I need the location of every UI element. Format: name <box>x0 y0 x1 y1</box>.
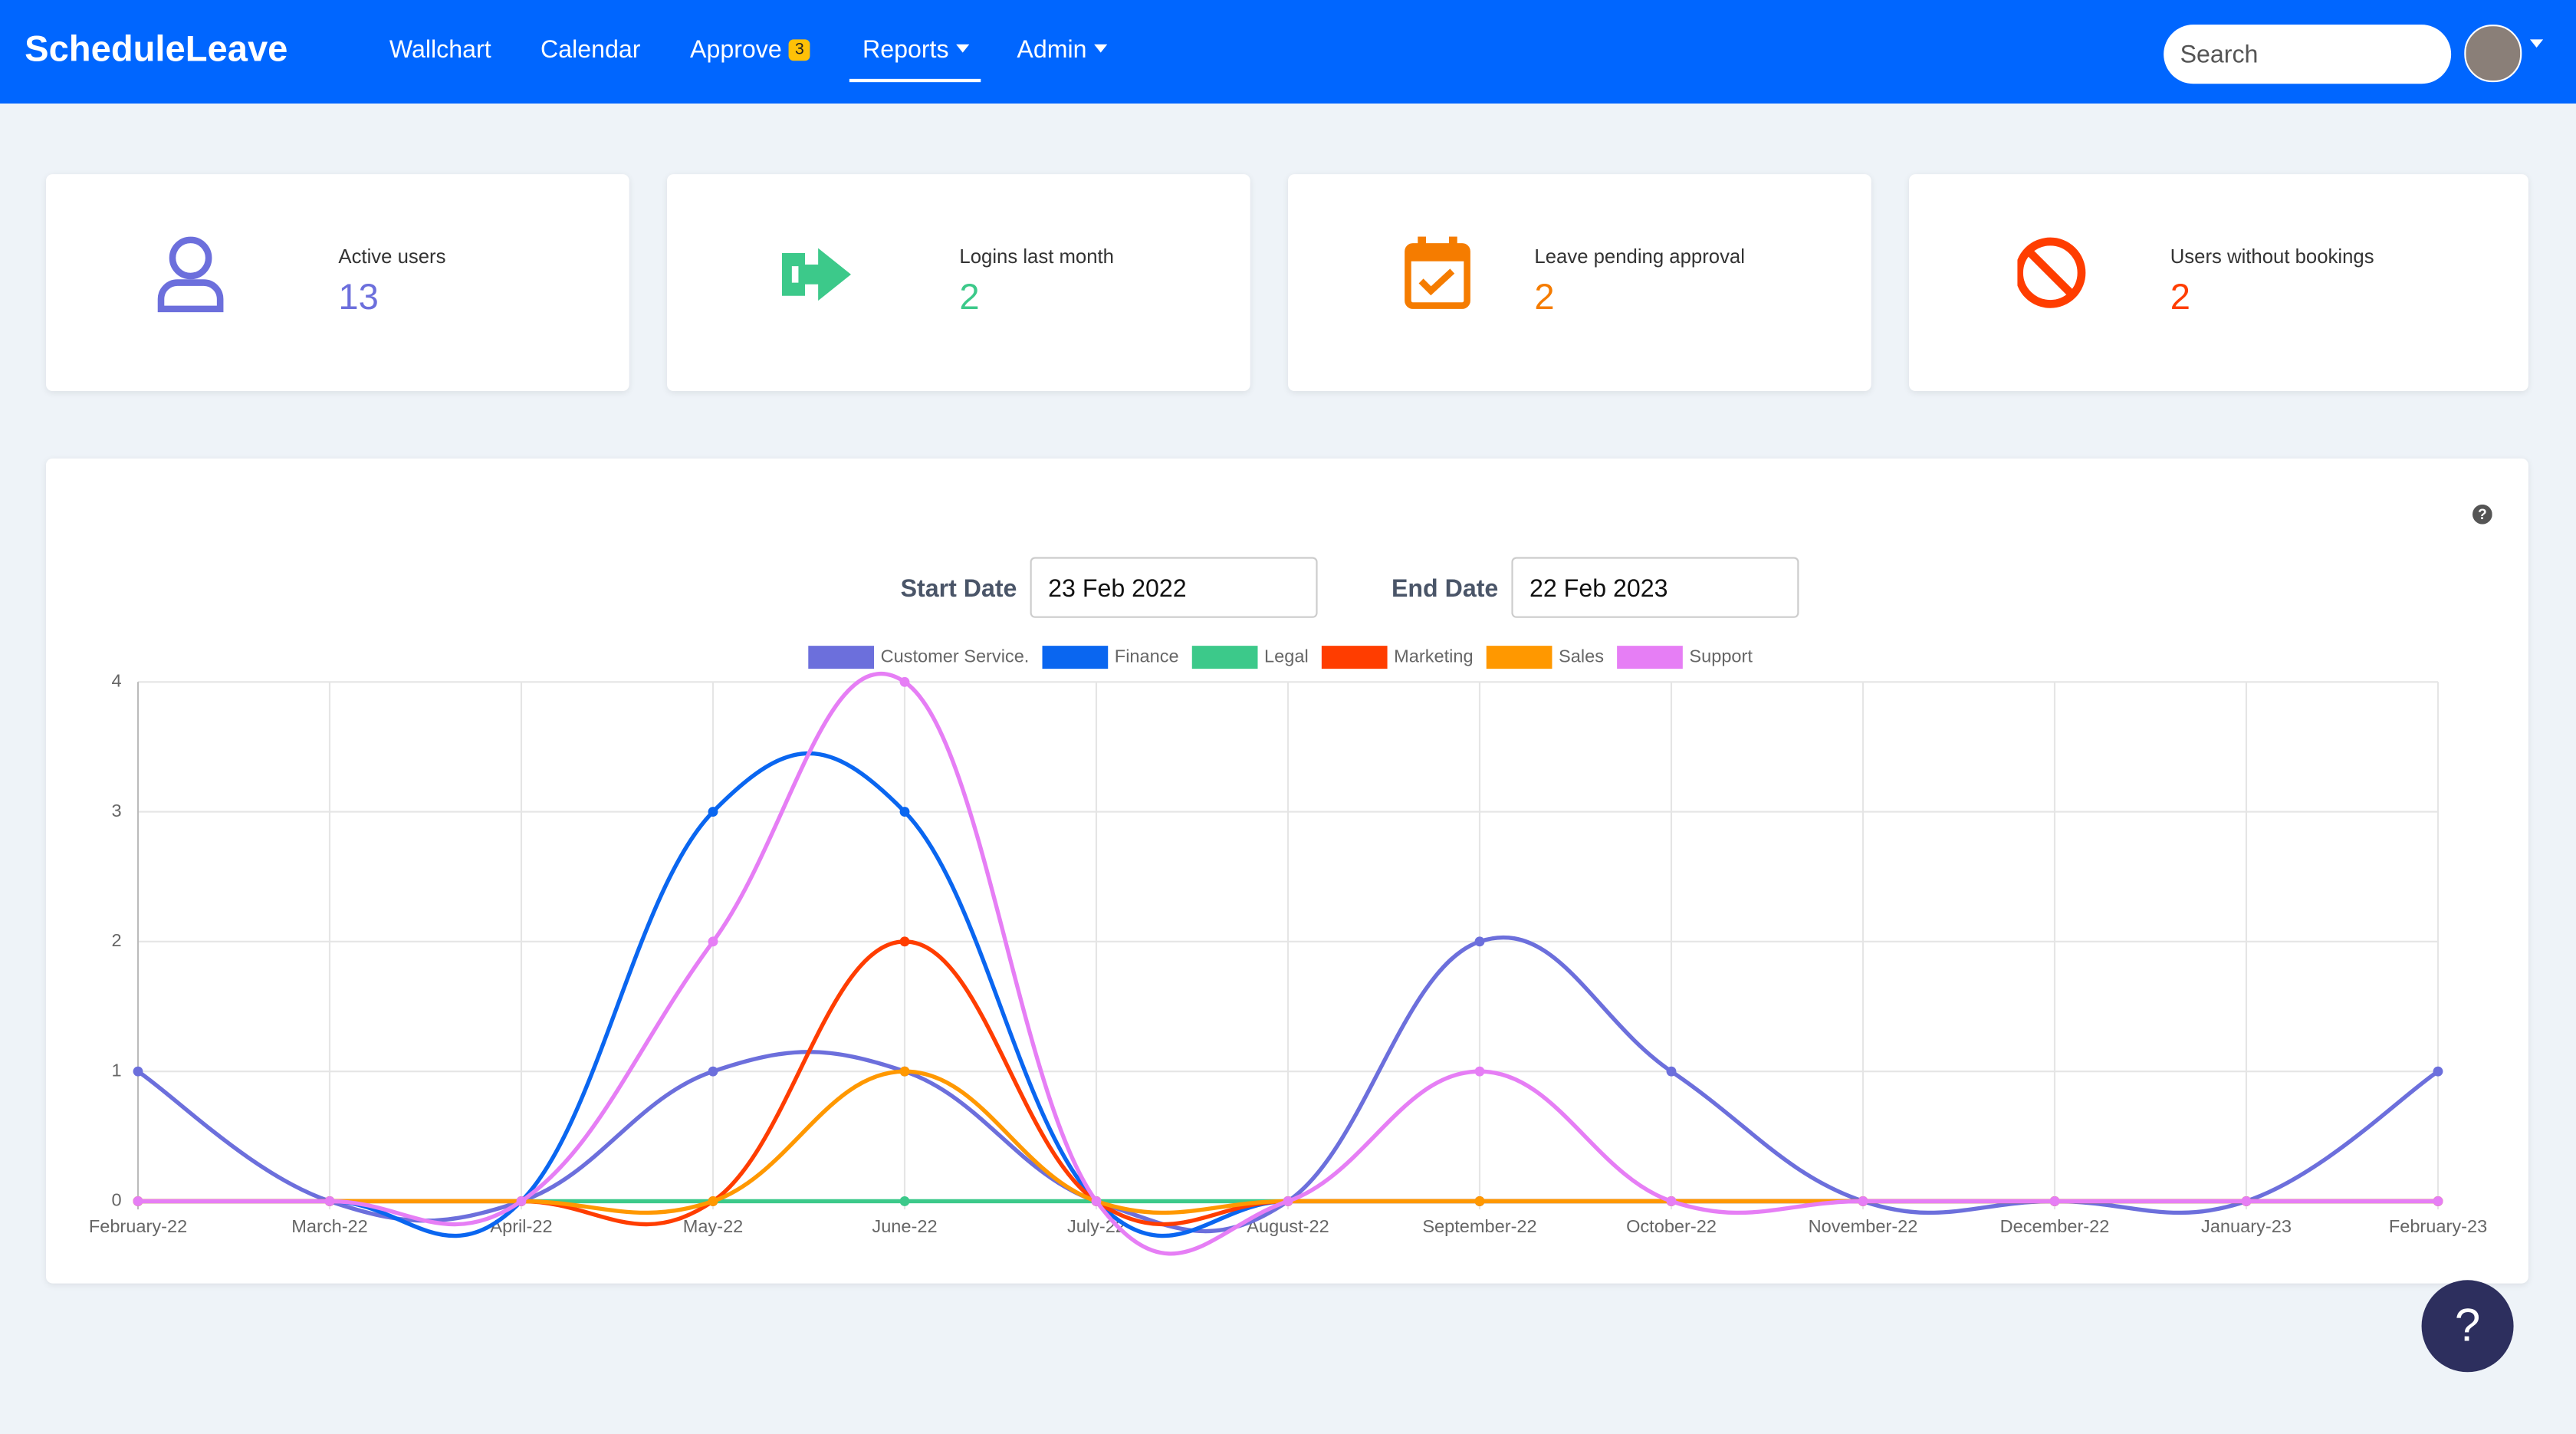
x-tick-label: May-22 <box>683 1216 744 1236</box>
stat-card: Active users 13 <box>46 174 629 391</box>
data-point <box>516 1196 527 1206</box>
data-point <box>708 936 718 947</box>
data-point <box>133 1066 143 1077</box>
caret[interactable] <box>2530 39 2544 48</box>
x-tick-label: February-23 <box>2389 1216 2487 1236</box>
icon-login <box>781 248 851 301</box>
data-point <box>899 807 910 817</box>
nav-link[interactable]: Reports <box>863 36 969 64</box>
stat-card: Users without bookings 2 <box>1909 174 2528 391</box>
x-tick-label: February-22 <box>89 1216 187 1236</box>
nav-text: Reports <box>863 36 949 64</box>
legend-swatch <box>1191 646 1258 669</box>
legend-swatch <box>1042 646 1109 669</box>
data-point <box>1666 1066 1677 1077</box>
series-line <box>137 672 2438 1256</box>
data-point <box>899 676 910 687</box>
y-tick-label: 2 <box>111 930 121 950</box>
data-point <box>2433 1066 2443 1077</box>
data-point <box>1858 1196 1868 1206</box>
legend-swatch <box>1321 646 1388 669</box>
nav-text: Admin <box>1017 36 1087 64</box>
icon-user <box>157 236 224 313</box>
data-point <box>2049 1196 2060 1206</box>
data-point <box>1474 1066 1485 1077</box>
legend-label: Customer Service. <box>881 646 1030 666</box>
data-point <box>899 1196 910 1206</box>
data-point <box>2433 1196 2443 1206</box>
y-tick-label: 0 <box>111 1190 121 1210</box>
stat-card: Leave pending approval 2 <box>1288 174 1871 391</box>
nav-text: Approve <box>690 36 782 64</box>
start-input[interactable]: 23 Feb 2022 <box>1030 557 1318 618</box>
data-point <box>708 1066 718 1077</box>
stat-card: Logins last month 2 <box>667 174 1250 391</box>
legend-swatch <box>1617 646 1683 669</box>
caret <box>955 44 969 53</box>
chart-card: ? Start Date 23 Feb 2022 End Date 22 Feb… <box>46 458 2528 1284</box>
avatar[interactable] <box>2464 25 2522 83</box>
icon-calendar <box>1405 236 1470 309</box>
navbar: ScheduleLeave Wallchart Calendar Approve… <box>0 0 2576 104</box>
end-input[interactable]: 22 Feb 2023 <box>1511 557 1799 618</box>
legend-swatch <box>1486 646 1552 669</box>
card-label: Users without bookings <box>2170 245 2374 268</box>
search-input[interactable]: Search <box>2164 25 2452 84</box>
x-tick-label: November-22 <box>1809 1216 1918 1236</box>
card-value: 2 <box>2170 276 2190 317</box>
brand[interactable]: ScheduleLeave <box>25 28 288 69</box>
card-value: 13 <box>338 276 379 317</box>
legend-swatch <box>808 646 874 669</box>
legend-label: Marketing <box>1394 646 1473 666</box>
active-underline <box>849 78 981 83</box>
card-label: Active users <box>338 245 446 268</box>
start-label: Start Date <box>900 575 1017 604</box>
x-tick-label: March-22 <box>291 1216 368 1236</box>
x-tick-label: September-22 <box>1422 1216 1536 1236</box>
data-point <box>708 1196 718 1206</box>
data-point <box>1283 1196 1293 1206</box>
data-point <box>899 936 910 947</box>
legend-label: Legal <box>1264 646 1309 666</box>
data-point <box>1091 1196 1102 1206</box>
x-tick-label: December-22 <box>2000 1216 2110 1236</box>
y-tick-label: 1 <box>111 1060 121 1080</box>
nav-link[interactable]: Wallchart <box>389 36 491 64</box>
y-tick-label: 3 <box>111 801 121 821</box>
card-value: 2 <box>959 276 980 317</box>
nav-link[interactable]: Approve 3 <box>690 36 811 64</box>
data-point <box>1666 1196 1677 1206</box>
card-label: Leave pending approval <box>1534 245 1745 268</box>
data-point <box>708 807 718 817</box>
data-point <box>899 1066 910 1077</box>
x-tick-label: October-22 <box>1626 1216 1717 1236</box>
end-label: End Date <box>1391 575 1499 604</box>
legend-label: Support <box>1689 646 1753 666</box>
badge: 3 <box>788 39 811 61</box>
caret <box>1093 44 1107 53</box>
x-tick-label: January-23 <box>2201 1216 2292 1236</box>
nav-link[interactable]: Admin <box>1017 36 1107 64</box>
data-point <box>324 1196 335 1206</box>
nav-link[interactable]: Calendar <box>540 36 641 64</box>
x-tick-label: June-22 <box>872 1216 937 1236</box>
data-point <box>1474 936 1485 947</box>
icon-ban <box>2017 237 2086 308</box>
data-point <box>133 1196 143 1206</box>
help-button[interactable]: ? <box>2421 1280 2514 1373</box>
svg-text:?: ? <box>2478 507 2487 523</box>
card-label: Logins last month <box>959 245 1114 268</box>
legend-label: Sales <box>1559 646 1604 666</box>
data-point <box>2241 1196 2252 1206</box>
help-icon[interactable]: ? <box>2472 504 2492 525</box>
legend-label: Finance <box>1115 646 1179 666</box>
x-tick-label: August-22 <box>1247 1216 1329 1236</box>
card-value: 2 <box>1534 276 1555 317</box>
data-point <box>1474 1196 1485 1206</box>
y-tick-label: 4 <box>111 671 121 691</box>
